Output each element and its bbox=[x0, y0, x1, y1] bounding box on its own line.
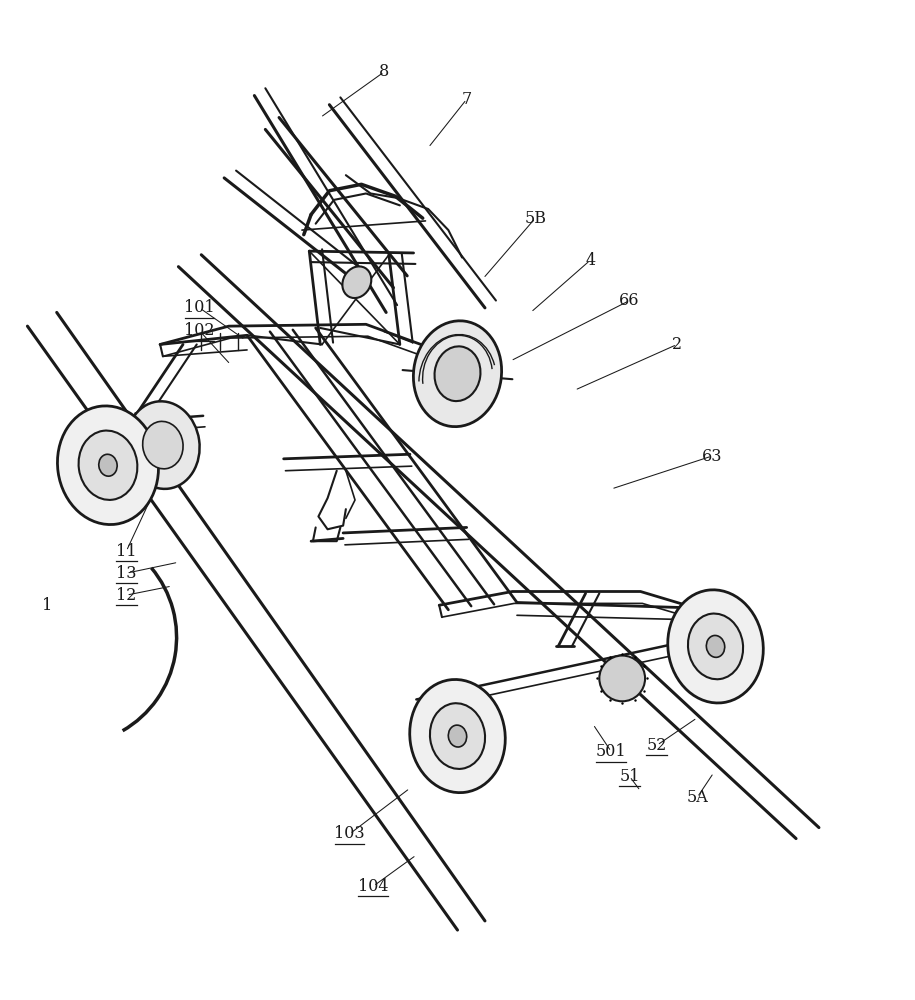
Text: 103: 103 bbox=[334, 825, 365, 842]
Ellipse shape bbox=[599, 656, 645, 701]
Ellipse shape bbox=[126, 401, 199, 489]
Text: 102: 102 bbox=[184, 322, 215, 339]
Text: 5B: 5B bbox=[524, 210, 546, 227]
Text: 4: 4 bbox=[585, 252, 596, 269]
Text: 66: 66 bbox=[619, 292, 640, 309]
Text: 52: 52 bbox=[647, 737, 667, 754]
Ellipse shape bbox=[430, 703, 485, 769]
Text: 12: 12 bbox=[116, 587, 136, 604]
Text: 13: 13 bbox=[116, 565, 136, 582]
Text: 63: 63 bbox=[702, 448, 722, 465]
Text: 11: 11 bbox=[116, 543, 136, 560]
Text: 8: 8 bbox=[379, 63, 390, 80]
Ellipse shape bbox=[706, 635, 725, 657]
Text: 2: 2 bbox=[672, 336, 683, 353]
Text: 501: 501 bbox=[596, 743, 627, 760]
Ellipse shape bbox=[668, 590, 763, 703]
Ellipse shape bbox=[448, 725, 467, 747]
Ellipse shape bbox=[688, 614, 743, 679]
Ellipse shape bbox=[143, 421, 183, 469]
Ellipse shape bbox=[79, 431, 137, 500]
Ellipse shape bbox=[342, 266, 371, 298]
Ellipse shape bbox=[414, 321, 501, 427]
Text: 51: 51 bbox=[619, 768, 640, 785]
Text: 5A: 5A bbox=[686, 789, 708, 806]
Text: 104: 104 bbox=[358, 878, 389, 895]
Text: 1: 1 bbox=[42, 597, 53, 614]
Ellipse shape bbox=[58, 406, 158, 525]
Ellipse shape bbox=[435, 346, 480, 401]
Ellipse shape bbox=[99, 454, 117, 476]
Ellipse shape bbox=[410, 680, 505, 793]
Text: 101: 101 bbox=[184, 299, 215, 316]
Text: 7: 7 bbox=[461, 91, 472, 108]
